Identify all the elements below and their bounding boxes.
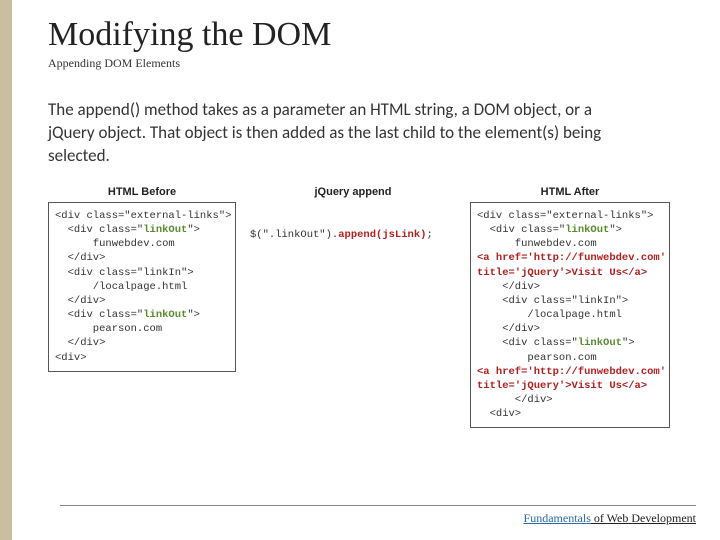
body-paragraph: The append() method takes as a parameter… bbox=[48, 99, 608, 168]
footer-text: Fundamentals of Web Development bbox=[524, 511, 696, 526]
panel-append-title: jQuery append bbox=[244, 186, 462, 198]
panel-after: HTML After <div class="external-links"> … bbox=[470, 186, 670, 429]
footer-rule bbox=[60, 505, 696, 506]
code-append: $(".linkOut").append(jsLink); bbox=[244, 202, 462, 248]
slide: Modifying the DOM Appending DOM Elements… bbox=[12, 0, 720, 428]
footer-accent: Fundamentals bbox=[524, 511, 591, 525]
code-before: <div class="external-links"> <div class=… bbox=[48, 202, 236, 372]
panel-after-title: HTML After bbox=[470, 186, 670, 198]
panel-append: jQuery append $(".linkOut").append(jsLin… bbox=[244, 186, 462, 248]
code-panels: HTML Before <div class="external-links">… bbox=[48, 186, 692, 429]
slide-subtitle: Appending DOM Elements bbox=[48, 56, 692, 71]
slide-title: Modifying the DOM bbox=[48, 16, 692, 54]
panel-before: HTML Before <div class="external-links">… bbox=[48, 186, 236, 372]
code-after: <div class="external-links"> <div class=… bbox=[470, 202, 670, 429]
panel-before-title: HTML Before bbox=[48, 186, 236, 198]
footer-rest: of Web Development bbox=[591, 511, 696, 525]
